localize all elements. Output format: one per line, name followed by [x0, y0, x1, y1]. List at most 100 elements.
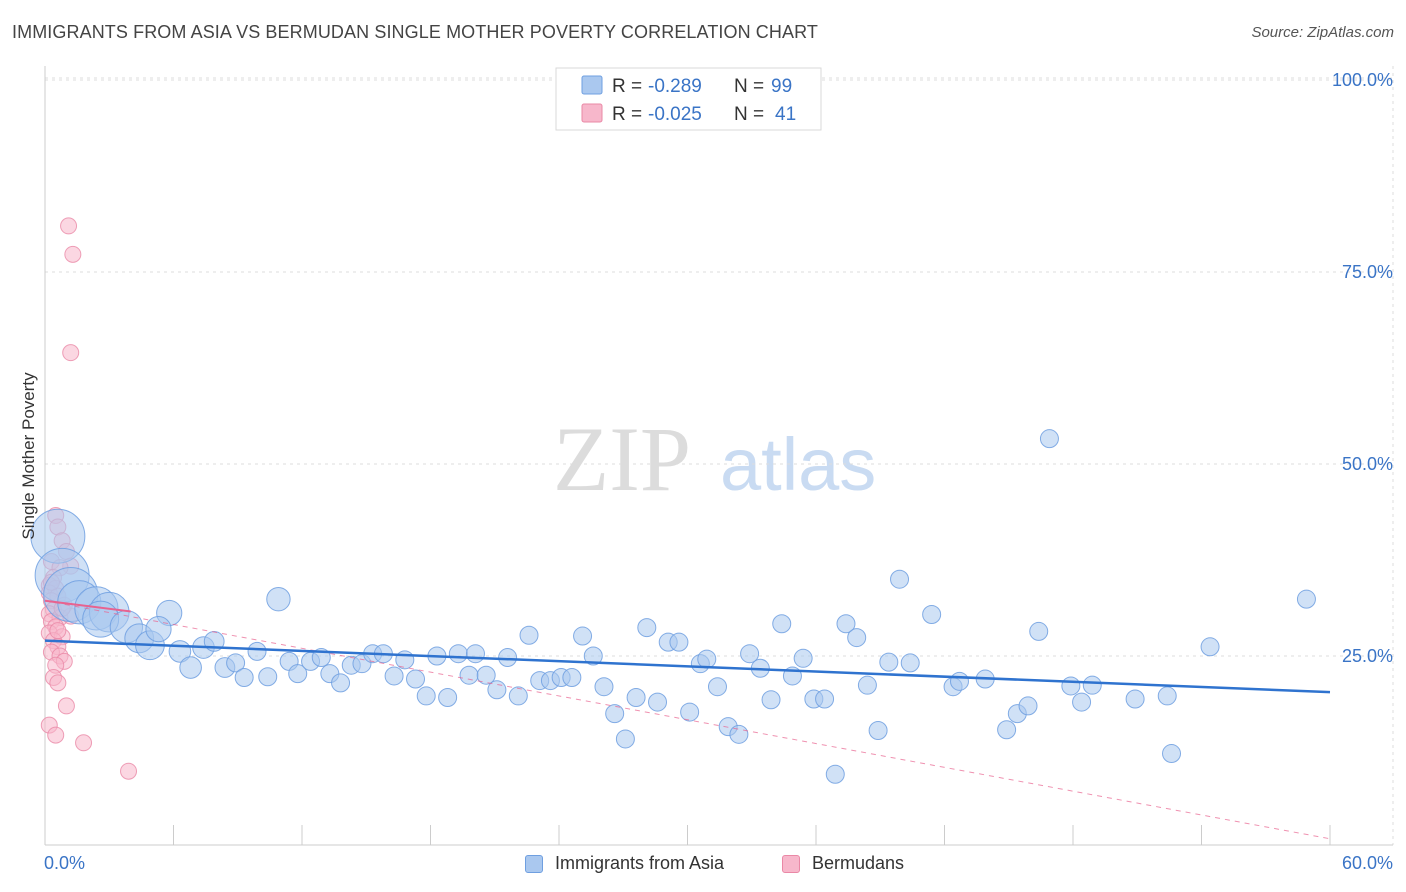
asia-points [30, 429, 1316, 784]
asia-point [459, 665, 479, 685]
asia-point [416, 686, 436, 706]
bermudans-points [40, 217, 138, 780]
asia-point [384, 666, 404, 686]
asia-trend-line [44, 639, 1331, 694]
asia-point [395, 650, 415, 670]
asia-point [562, 668, 582, 688]
asia-point [1200, 637, 1220, 657]
bottom-legend-item-bermudans: Bermudans [782, 853, 904, 874]
legend-swatch-bermudans [581, 103, 603, 123]
y-tick-label: 50.0% [1342, 454, 1393, 474]
asia-point [448, 644, 468, 664]
asia-point [793, 648, 813, 668]
bottom-legend-label-bermudans: Bermudans [812, 853, 905, 873]
asia-point [438, 687, 458, 707]
trend-lines [44, 599, 1331, 840]
asia-point [1072, 692, 1092, 712]
asia-point [1162, 744, 1182, 764]
bermudans-point [57, 697, 75, 715]
bottom-legend-swatch-asia [525, 854, 543, 873]
asia-point [857, 675, 877, 695]
asia-point [1082, 675, 1102, 695]
legend-r-value-asia: -0.289 [648, 76, 702, 97]
asia-point [258, 667, 278, 687]
asia-point [1039, 429, 1059, 449]
asia-point [226, 653, 246, 673]
asia-point [605, 704, 625, 724]
bermudans-point [64, 245, 82, 263]
bermudans-point [120, 762, 138, 780]
y-tick-label: 25.0% [1342, 646, 1393, 666]
asia-point [1157, 686, 1177, 706]
legend-n-label-bermudans: N = [734, 104, 764, 125]
source-label: Source: ZipAtlas.com [1251, 24, 1394, 41]
asia-point [1125, 689, 1145, 709]
watermark: ZIP atlas [553, 408, 876, 510]
y-tick-label: 100.0% [1332, 70, 1393, 90]
chart-title: IMMIGRANTS FROM ASIA VS BERMUDAN SINGLE … [12, 22, 818, 42]
x-tick-label-max: 60.0% [1342, 853, 1393, 873]
legend-n-value-bermudans: 41 [775, 104, 796, 125]
asia-point [331, 673, 351, 693]
bottom-legend-label-asia: Immigrants from Asia [555, 853, 725, 873]
watermark-zip: ZIP [553, 408, 691, 510]
asia-point [1061, 676, 1081, 696]
bottom-legend: Immigrants from Asia Bermudans [0, 853, 1406, 877]
asia-point [847, 628, 867, 648]
legend-swatch-asia [581, 75, 603, 95]
y-axis-label: Single Mother Poverty [19, 372, 38, 540]
asia-point [697, 649, 717, 669]
asia-point [680, 702, 700, 722]
asia-point [740, 644, 760, 664]
asia-point [476, 665, 496, 685]
bermudans-point [60, 217, 78, 235]
y-tick-label: 75.0% [1342, 262, 1393, 282]
axes [44, 66, 1393, 846]
asia-point [879, 652, 899, 672]
asia-point [949, 671, 969, 691]
asia-point [145, 616, 172, 643]
asia-point [498, 648, 518, 668]
asia-point [707, 677, 727, 697]
asia-point [1018, 696, 1038, 716]
asia-point [1029, 621, 1049, 641]
asia-point [729, 724, 749, 744]
legend-n-value-asia: 99 [771, 76, 792, 97]
asia-point [406, 669, 426, 689]
asia-point [615, 729, 635, 749]
asia-point [1296, 589, 1316, 609]
asia-point [626, 687, 646, 707]
asia-point [836, 614, 856, 634]
bermudans-point [62, 344, 80, 362]
bottom-legend-swatch-bermudans [782, 854, 800, 873]
asia-point [825, 764, 845, 784]
asia-point [997, 720, 1017, 740]
asia-point [637, 618, 657, 638]
asia-point [868, 720, 888, 740]
asia-point [247, 641, 267, 661]
bottom-legend-item-asia: Immigrants from Asia [525, 853, 724, 874]
asia-point [519, 625, 539, 645]
bermudans-point [49, 674, 67, 692]
bermudans-point [47, 726, 65, 744]
asia-point [573, 626, 593, 646]
x-tick-label-min: 0.0% [44, 853, 85, 873]
asia-point [594, 677, 614, 697]
asia-point [648, 692, 668, 712]
asia-point [288, 664, 308, 684]
legend-r-value-bermudans: -0.025 [648, 104, 702, 125]
asia-point [815, 689, 835, 709]
asia-point [890, 569, 910, 589]
asia-point [900, 653, 920, 673]
asia-point [772, 614, 792, 634]
asia-point [179, 656, 202, 679]
asia-point [669, 632, 689, 652]
bermudans-trend-extended [44, 600, 1331, 840]
asia-point [465, 644, 485, 664]
asia-point [922, 605, 942, 625]
legend-r-label-asia: R = [612, 76, 642, 97]
legend-box: R = -0.289 N = 99 R = -0.025 N = 41 [555, 67, 822, 131]
asia-point [583, 646, 603, 666]
bermudans-trend-line [44, 599, 131, 613]
